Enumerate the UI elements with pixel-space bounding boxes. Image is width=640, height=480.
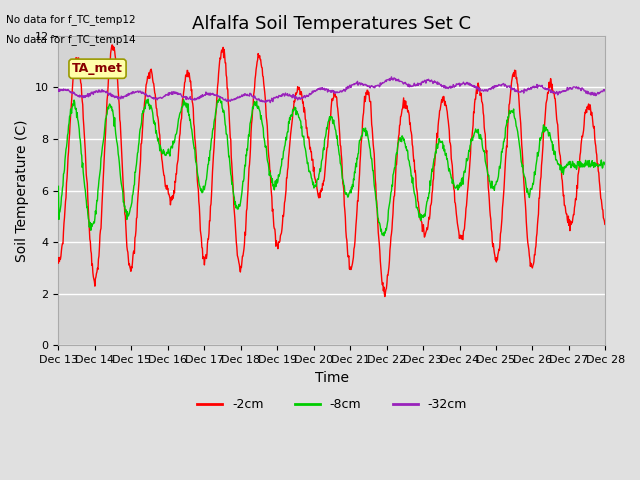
Legend: -2cm, -8cm, -32cm: -2cm, -8cm, -32cm [192, 393, 472, 416]
X-axis label: Time: Time [315, 371, 349, 384]
Title: Alfalfa Soil Temperatures Set C: Alfalfa Soil Temperatures Set C [193, 15, 472, 33]
Y-axis label: Soil Temperature (C): Soil Temperature (C) [15, 120, 29, 262]
Text: No data for f_TC_temp12: No data for f_TC_temp12 [6, 14, 136, 25]
Text: TA_met: TA_met [72, 62, 123, 75]
Text: No data for f_TC_temp14: No data for f_TC_temp14 [6, 34, 136, 45]
